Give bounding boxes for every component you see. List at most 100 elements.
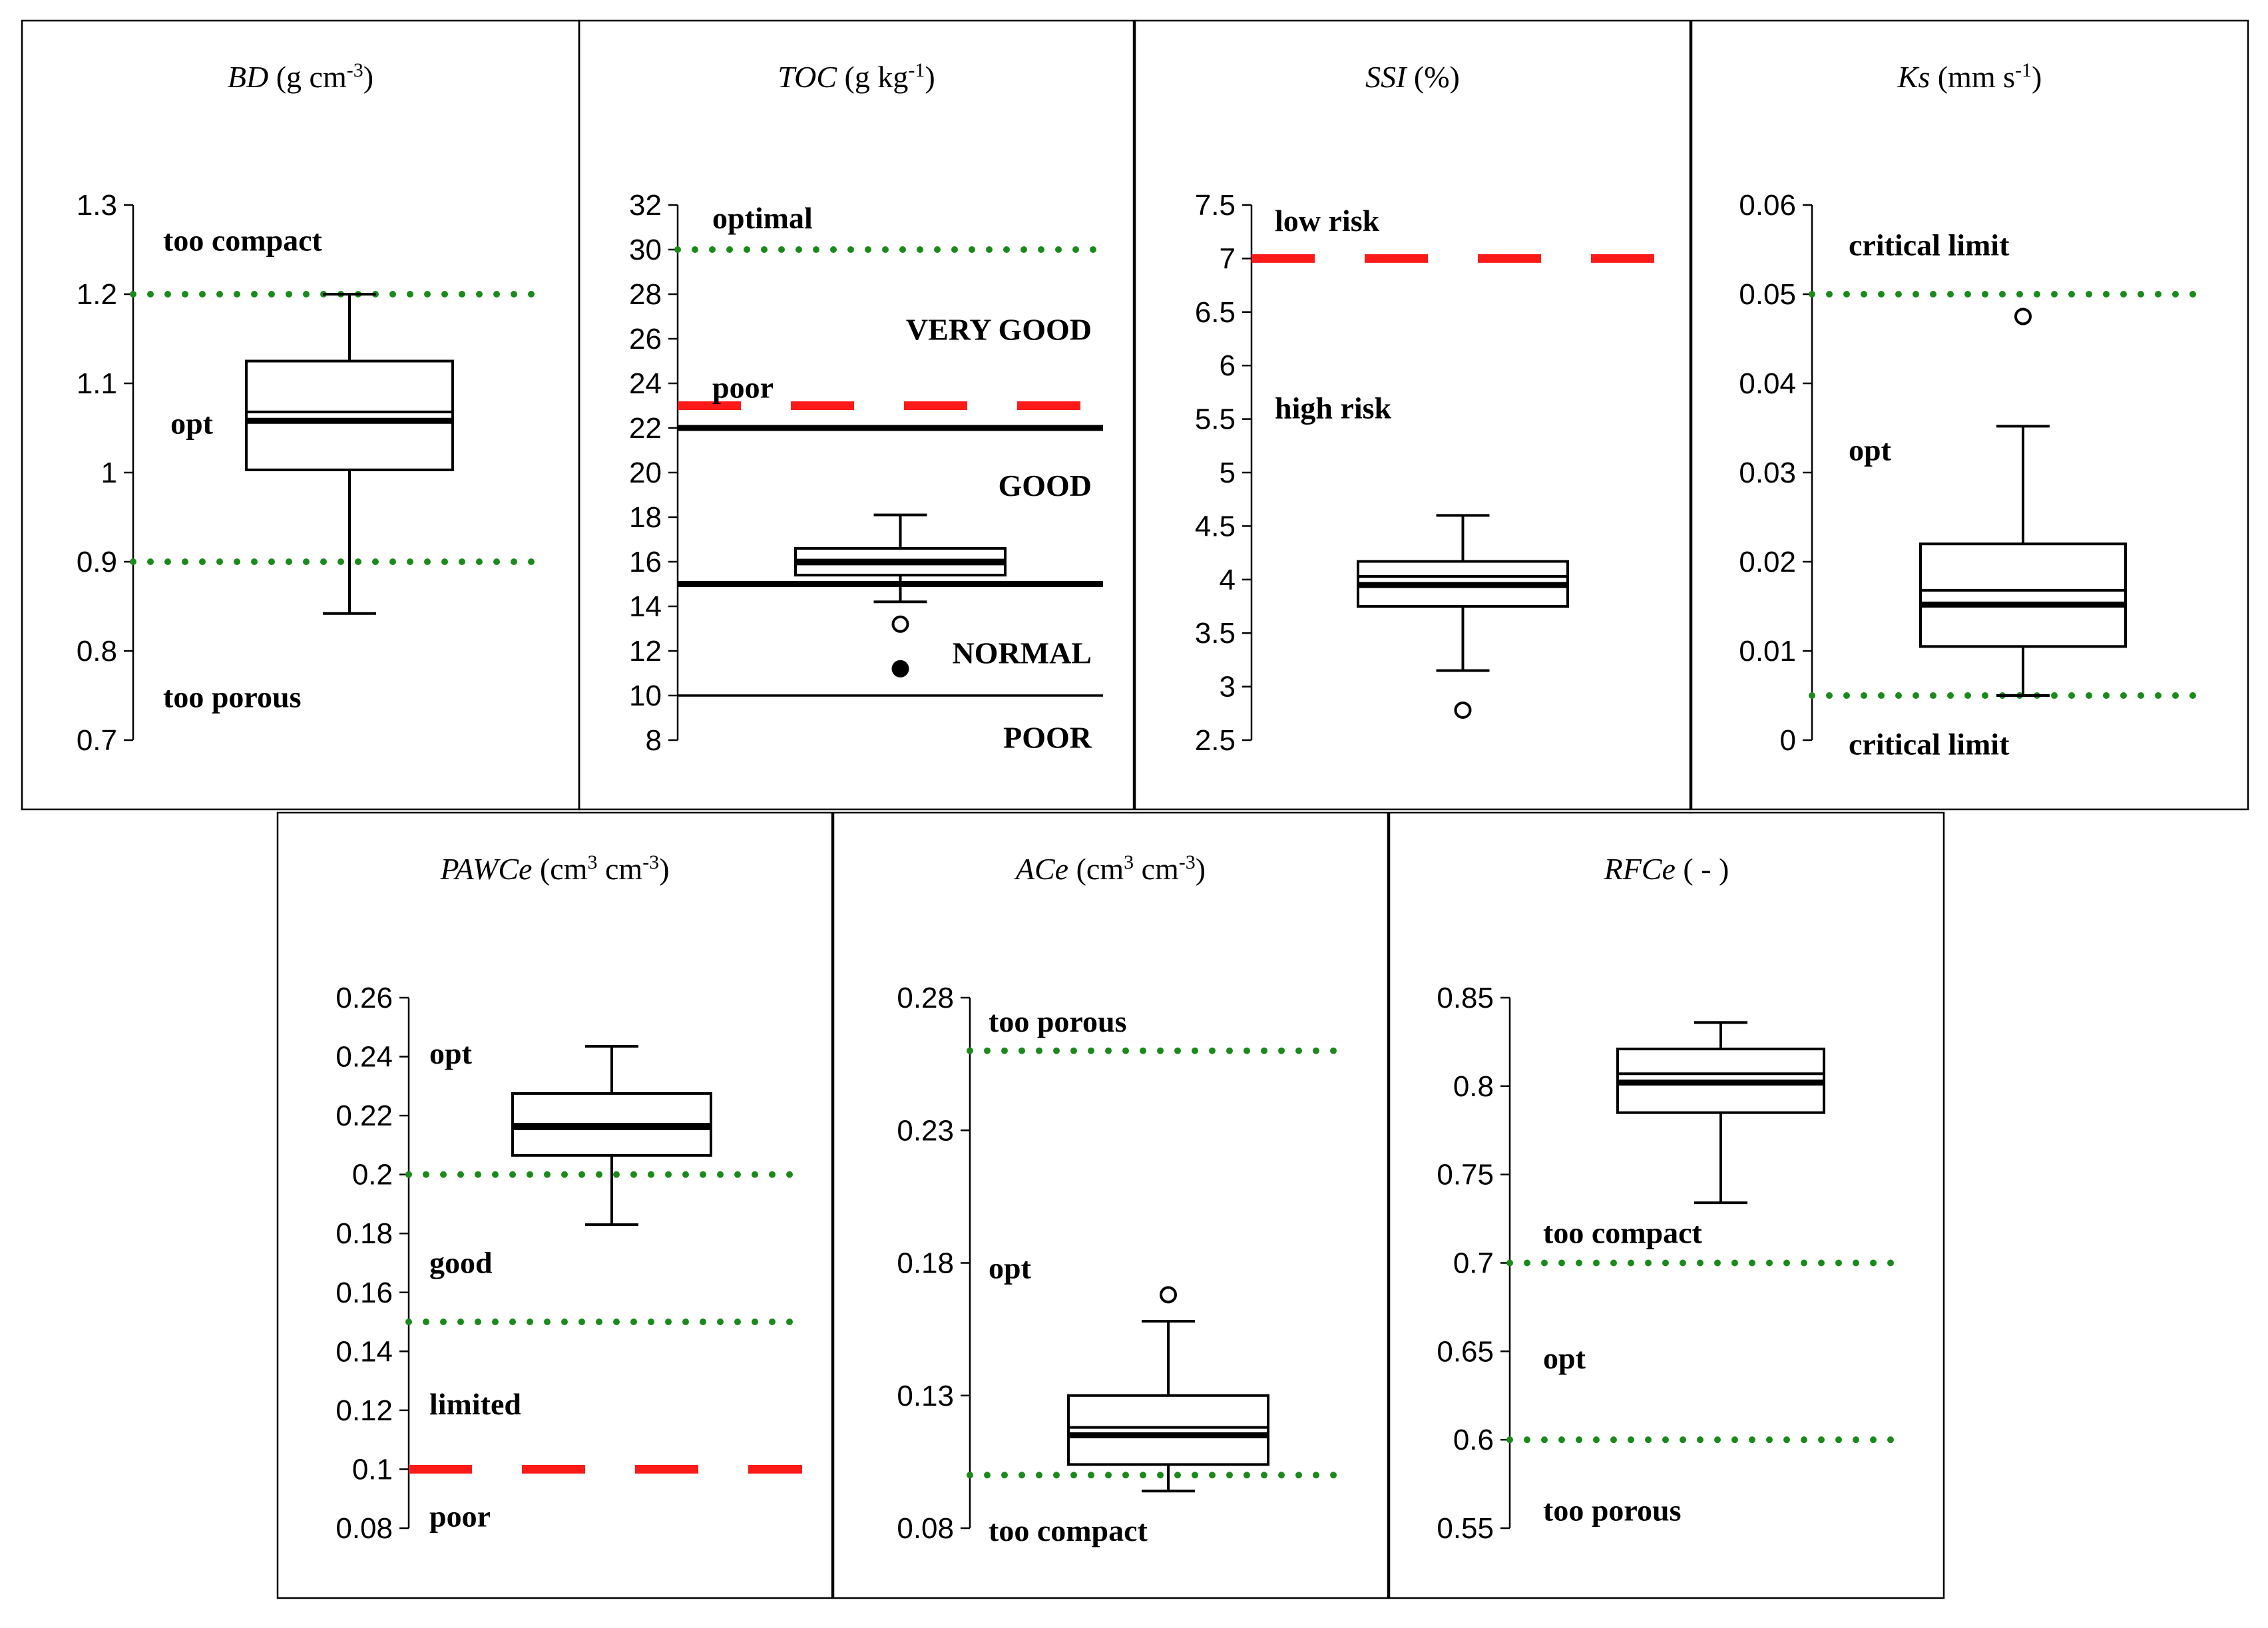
title-unit: (cm	[532, 852, 587, 886]
y-tick-label: 0.1	[352, 1453, 393, 1486]
y-tick-label: 1	[101, 457, 117, 489]
title-unit: )	[363, 60, 373, 94]
chart-title: PAWCe (cm3 cm-3)	[439, 851, 669, 886]
chart-panel-toc: TOC (g kg-1) 32 30 28 26 24 22 20 18 16 14 12 10 8 opt…	[578, 19, 1135, 811]
title-variable: PAWCe	[439, 852, 532, 886]
y-tick-label: 4.5	[1195, 510, 1236, 542]
y-tick-label: 0.28	[897, 982, 954, 1014]
zone-label: opt	[1543, 1341, 1586, 1375]
y-tick-label: 1.3	[77, 189, 117, 222]
title-unit: (g kg	[837, 60, 908, 94]
boxplot	[794, 513, 1007, 678]
zone-label: too porous	[163, 680, 301, 714]
panel-frame	[832, 811, 1389, 1599]
chart-panel-ks: Ks (mm s-1) 0.06 0.05 0.04 0.03 0.02 0.01 0 crit…	[1690, 19, 2249, 811]
y-tick-label: 2.5	[1195, 724, 1236, 757]
y-tick-label: 0.03	[1739, 457, 1796, 489]
boxplot	[511, 1045, 712, 1226]
y-tick-label: 0.13	[897, 1380, 954, 1412]
zone-label: good	[429, 1246, 493, 1280]
y-tick-label: 5.5	[1195, 403, 1236, 436]
boxplot	[245, 293, 454, 615]
panel-frame	[276, 811, 833, 1599]
outlier-point	[1454, 701, 1472, 719]
chart-title: BD (g cm-3)	[228, 59, 373, 94]
outlier-point	[891, 660, 909, 678]
title-unit: (mm s	[1930, 60, 2015, 94]
panel-frame	[1690, 19, 2249, 811]
y-tick-label: 30	[629, 234, 662, 266]
title-unit: )	[659, 852, 669, 886]
y-tick-label: 6.5	[1195, 296, 1236, 329]
chart-panel-pawce: PAWCe (cm3 cm-3) 0.26 0.24 0.22 0.2 0.18 0.16 0…	[276, 811, 833, 1599]
y-tick-label: 14	[629, 590, 662, 623]
y-tick-label: 0.65	[1437, 1335, 1494, 1368]
zone-label: limited	[429, 1387, 521, 1421]
y-tick-label: 0.16	[336, 1277, 393, 1309]
y-tick-label: 0.04	[1739, 367, 1796, 400]
y-tick-label: 0.26	[336, 982, 393, 1014]
y-tick-label: 0.75	[1437, 1159, 1494, 1191]
y-tick-label: 0.18	[336, 1217, 393, 1250]
y-tick-label: 0.7	[77, 724, 117, 757]
reference-lines	[674, 246, 1106, 697]
title-unit-superscript: -3	[1179, 851, 1196, 873]
panel-frame	[578, 19, 1135, 811]
y-tick-label: 3	[1220, 671, 1236, 704]
title-unit-superscript: -1	[908, 59, 925, 81]
title-variable: BD	[228, 60, 268, 94]
y-tick-label: 0.2	[352, 1159, 393, 1191]
zone-label: opt	[989, 1251, 1032, 1285]
title-unit-superscript: -3	[347, 59, 363, 81]
y-tick-label: 0.05	[1739, 278, 1796, 311]
y-tick-label: 5	[1220, 457, 1236, 489]
title-unit: )	[2032, 60, 2042, 94]
y-tick-label: 18	[629, 501, 662, 534]
interquartile-box	[1067, 1394, 1269, 1466]
panel-frame	[1388, 811, 1945, 1599]
zone-label: too compact	[989, 1514, 1148, 1547]
y-tick-label: 3.5	[1195, 617, 1236, 650]
y-tick-label: 0.7	[1453, 1247, 1494, 1280]
chart-title: SSI (%)	[1365, 60, 1460, 94]
panel-frame	[1134, 19, 1692, 811]
zone-label: critical limit	[1849, 727, 2010, 761]
title-unit: cm	[597, 852, 642, 886]
title-unit: )	[925, 60, 935, 94]
y-tick-label: 0.55	[1437, 1512, 1494, 1545]
y-tick-label: 0.22	[336, 1100, 393, 1132]
title-variable: SSI	[1365, 60, 1408, 94]
y-tick-label: 10	[629, 680, 662, 712]
zone-label: too porous	[989, 1004, 1126, 1038]
y-tick-label: 8	[646, 724, 662, 757]
zone-label: too porous	[1543, 1493, 1681, 1527]
chart-panel-ace: ACe (cm3 cm-3) 0.28 0.23 0.18 0.13 0.08 too po…	[832, 811, 1389, 1599]
boxplot	[1616, 1021, 1825, 1205]
y-tick-label: 20	[629, 457, 662, 489]
zone-label: opt	[1849, 433, 1892, 467]
interquartile-box	[1919, 542, 2127, 648]
y-tick-label: 7.5	[1195, 189, 1236, 222]
y-tick-label: 0.12	[336, 1394, 393, 1427]
y-tick-label: 0.08	[336, 1512, 393, 1545]
zone-label: low risk	[1275, 204, 1380, 238]
y-tick-label: 12	[629, 635, 662, 668]
reference-lines	[405, 1171, 805, 1474]
title-unit-superscript: 3	[1124, 851, 1134, 873]
zone-label: poor	[429, 1499, 491, 1533]
zone-label: optimal	[712, 201, 813, 235]
title-variable: Ks	[1897, 60, 1930, 94]
reference-lines	[1809, 291, 2207, 699]
y-tick-label: 0.85	[1437, 982, 1494, 1014]
title-unit: (%)	[1406, 60, 1459, 94]
zone-label: NORMAL	[952, 636, 1092, 670]
y-tick-label: 0.18	[897, 1247, 954, 1280]
chart-title: TOC (g kg-1)	[778, 59, 935, 94]
y-tick-label: 0.24	[336, 1041, 393, 1074]
y-tick-label: 0.6	[1453, 1424, 1494, 1456]
y-tick-label: 26	[629, 323, 662, 355]
chart-title: RFCe ( - )	[1604, 852, 1729, 886]
reference-lines	[967, 1047, 1345, 1479]
chart-panel-rfce: RFCe ( - ) 0.85 0.8 0.75 0.7 0.65 0.6 0.55 too c…	[1388, 811, 1945, 1599]
